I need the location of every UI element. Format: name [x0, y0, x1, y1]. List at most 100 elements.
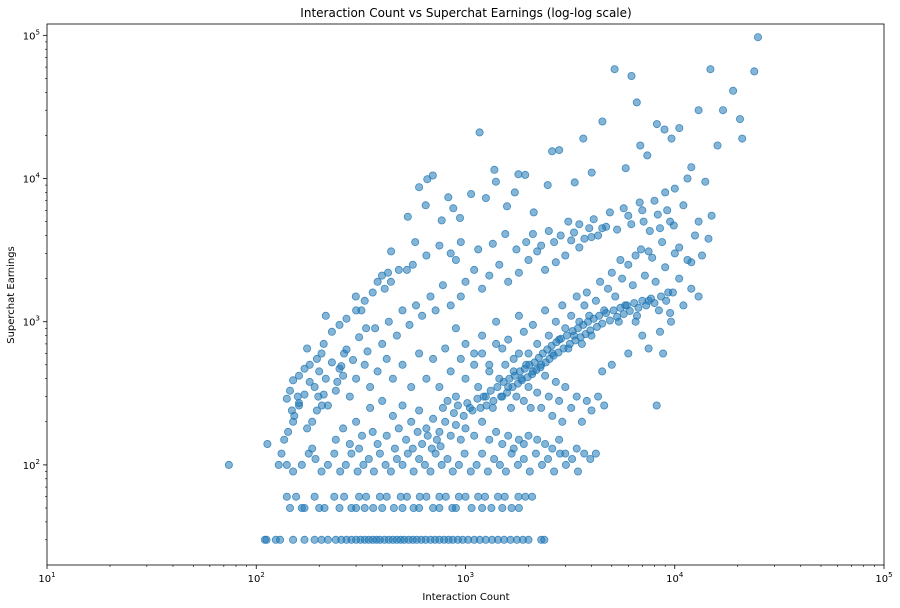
data-point	[335, 503, 344, 512]
data-point	[713, 141, 722, 150]
data-point	[500, 492, 509, 501]
data-point	[548, 444, 557, 453]
data-point	[317, 349, 326, 358]
data-point	[429, 414, 438, 423]
data-point	[352, 374, 361, 383]
data-point	[371, 324, 380, 333]
data-point	[562, 331, 571, 340]
data-point	[668, 288, 677, 297]
data-point	[380, 284, 389, 293]
data-point	[754, 33, 763, 42]
data-point	[707, 211, 716, 220]
data-point	[675, 274, 684, 283]
data-point	[580, 234, 589, 243]
data-point	[585, 224, 594, 233]
data-point	[537, 241, 546, 250]
data-point	[524, 382, 533, 391]
data-point	[683, 255, 692, 264]
data-point	[431, 306, 440, 315]
data-point	[360, 296, 369, 305]
data-point	[451, 392, 460, 401]
data-point	[706, 65, 715, 74]
data-point	[282, 394, 291, 403]
data-point	[541, 371, 550, 380]
data-point	[577, 339, 586, 348]
data-point	[519, 396, 528, 405]
data-point	[524, 349, 533, 358]
data-point	[297, 503, 306, 512]
data-point	[454, 492, 463, 501]
data-point	[675, 124, 684, 133]
data-point	[463, 399, 472, 408]
data-point	[488, 239, 497, 248]
x-tick-label: 104	[666, 571, 684, 585]
data-point	[461, 492, 470, 501]
data-point	[323, 460, 332, 469]
data-point	[455, 213, 464, 222]
data-point	[398, 401, 407, 410]
data-point	[586, 326, 595, 335]
data-point	[369, 467, 378, 476]
data-point	[342, 314, 351, 323]
data-point	[362, 492, 371, 501]
data-point	[386, 467, 395, 476]
x-tick-label: 105	[875, 571, 892, 585]
data-point	[567, 236, 576, 245]
data-point	[519, 454, 528, 463]
data-point	[548, 411, 557, 420]
data-point	[330, 449, 339, 458]
data-point	[294, 401, 303, 410]
data-point	[556, 231, 565, 240]
data-point	[317, 467, 326, 476]
data-point	[652, 401, 661, 410]
data-point	[466, 467, 475, 476]
data-point	[602, 222, 611, 231]
data-point	[474, 492, 483, 501]
data-point	[360, 360, 369, 369]
data-point	[575, 220, 584, 229]
data-point	[435, 503, 444, 512]
data-point	[558, 417, 567, 426]
data-point	[422, 424, 431, 433]
data-point	[482, 401, 491, 410]
data-point	[323, 535, 332, 544]
data-point	[456, 238, 465, 247]
data-point	[456, 354, 465, 363]
data-point	[522, 238, 531, 247]
data-point	[327, 358, 336, 367]
data-point	[341, 460, 350, 469]
data-point	[277, 449, 286, 458]
data-point	[294, 371, 303, 380]
data-point	[555, 146, 564, 155]
data-point	[586, 454, 595, 463]
data-point	[446, 301, 455, 310]
data-point	[621, 164, 630, 173]
y-tick-label: 103	[23, 315, 40, 329]
data-point	[524, 255, 533, 264]
data-point	[388, 374, 397, 383]
data-point	[451, 324, 460, 333]
data-point	[394, 265, 403, 274]
data-point	[570, 228, 579, 237]
data-point	[493, 492, 502, 501]
data-point	[345, 439, 354, 448]
data-point	[501, 467, 510, 476]
data-point	[472, 460, 481, 469]
data-point	[481, 194, 490, 203]
data-point	[449, 409, 458, 418]
data-point	[750, 67, 759, 76]
data-point	[580, 301, 589, 310]
data-point	[362, 324, 371, 333]
data-point	[490, 454, 499, 463]
data-point	[289, 417, 298, 426]
data-point	[386, 277, 395, 286]
data-point	[701, 177, 710, 186]
data-point	[353, 467, 362, 476]
data-point	[582, 288, 591, 297]
data-point	[643, 151, 652, 160]
data-point	[657, 292, 666, 301]
data-point	[642, 301, 651, 310]
data-point	[333, 377, 342, 386]
x-tick-label: 101	[38, 571, 55, 585]
data-point	[658, 238, 667, 247]
